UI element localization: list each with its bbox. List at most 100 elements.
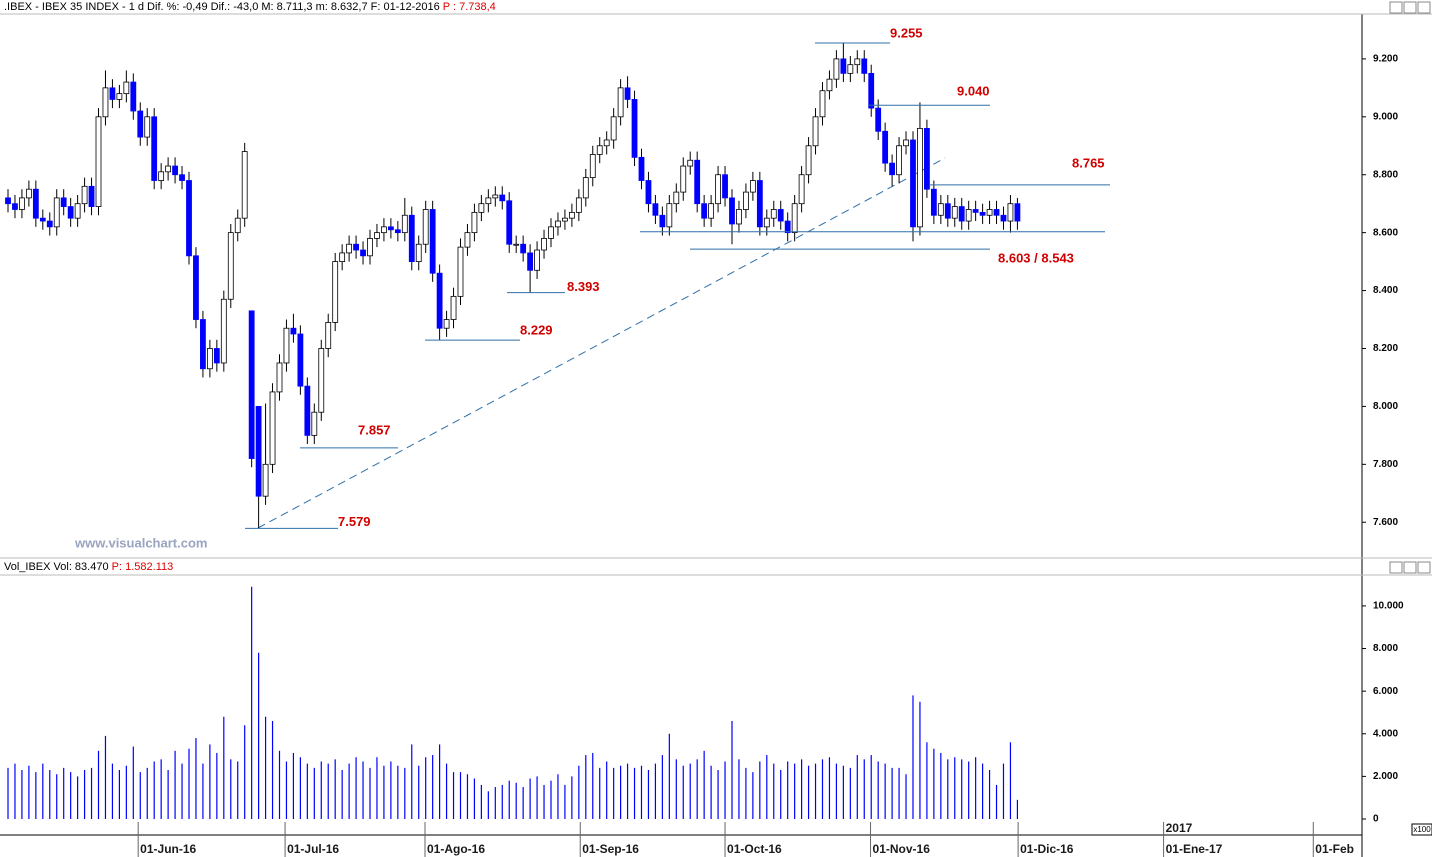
candle-body <box>555 220 561 228</box>
header-text: .IBEX - IBEX 35 INDEX - 1 d Dif. %: -0,4… <box>4 1 440 13</box>
candle-body <box>206 348 213 370</box>
watermark: www.visualchart.com <box>74 535 207 550</box>
close-button[interactable] <box>1417 1 1431 14</box>
candle-body <box>506 200 513 245</box>
candle-body <box>986 209 993 216</box>
candle-body <box>930 188 937 216</box>
candle-body <box>812 116 819 147</box>
level-label: 8.229 <box>520 323 553 338</box>
candle-body <box>652 203 659 216</box>
x-tick-label: 01-Ago-16 <box>427 842 485 856</box>
y-tick-label: 9.200 <box>1373 54 1398 65</box>
candle-body <box>527 252 534 271</box>
y-tick-label: 0 <box>1373 814 1379 825</box>
candle-body <box>67 206 74 219</box>
candle-body <box>325 322 332 349</box>
candle-body <box>868 72 875 109</box>
candle-body <box>436 272 443 329</box>
header-last: P : 7.738,4 <box>443 1 496 13</box>
candle-body <box>854 58 861 66</box>
candle-body <box>610 116 617 141</box>
x-tick-label: 01-Sep-16 <box>582 842 639 856</box>
candle-body <box>847 64 854 74</box>
candle-body <box>722 174 728 199</box>
candle-body <box>60 197 67 207</box>
y-tick-label: 8.000 <box>1373 643 1398 654</box>
candle-body <box>102 87 109 118</box>
candle-body <box>617 87 624 118</box>
candle-body <box>520 243 527 254</box>
maximize-button[interactable] <box>1403 1 1417 14</box>
candle-body <box>408 214 415 263</box>
candle-body <box>283 327 290 364</box>
candle-body <box>687 159 694 167</box>
candle-body <box>172 165 178 176</box>
candle-body <box>213 348 220 364</box>
candle-body <box>450 295 457 320</box>
y-tick-label: 7.800 <box>1373 459 1398 470</box>
candle-body <box>743 191 749 210</box>
candle-body <box>151 116 158 181</box>
candle-body <box>32 188 39 219</box>
candle-body <box>631 99 638 158</box>
y-tick-label: 2.000 <box>1373 771 1398 782</box>
candle-body <box>534 249 540 271</box>
y-tick-label: 6.000 <box>1373 686 1398 697</box>
maximize-button[interactable] <box>1403 561 1417 574</box>
candle-body <box>896 145 902 176</box>
level-label: 8.393 <box>567 279 600 294</box>
volume-last: P: 1.582.113 <box>112 561 174 573</box>
candle-body <box>234 217 241 234</box>
y-tick-label: 8.800 <box>1373 169 1398 180</box>
candle-body <box>346 243 353 254</box>
candle-body <box>958 206 965 222</box>
candle-body <box>763 217 770 228</box>
y-tick-label: 9.000 <box>1373 111 1398 122</box>
candle-body <box>575 197 582 213</box>
candle-body <box>568 211 575 219</box>
minimize-button[interactable] <box>1389 561 1403 574</box>
candle-body <box>701 203 708 219</box>
candle-body <box>144 116 151 138</box>
x-tick-label: 01-Feb <box>1315 842 1354 856</box>
candle-body <box>381 226 387 234</box>
x-tick-label: 01-Nov-16 <box>873 842 931 856</box>
candle-body <box>332 261 339 323</box>
candle-body <box>993 209 1000 216</box>
candle-body <box>269 391 276 465</box>
candle-body <box>541 238 547 251</box>
scale-box <box>1411 823 1432 836</box>
candle-body <box>471 211 478 234</box>
y-tick-label: 10.000 <box>1373 601 1404 612</box>
level-label: 9.255 <box>890 25 923 40</box>
candle-body <box>25 188 32 199</box>
year-label: 2017 <box>1166 821 1193 835</box>
y-tick-label: 8.000 <box>1373 401 1398 412</box>
minimize-button[interactable] <box>1389 1 1403 14</box>
candle-body <box>311 411 318 436</box>
candle-body <box>53 197 60 228</box>
level-label: 8.765 <box>1072 155 1105 170</box>
candle-body <box>394 229 401 234</box>
candle-body <box>422 209 429 245</box>
candle-body <box>5 197 11 205</box>
candle-body <box>116 93 123 100</box>
candle-body <box>596 145 603 155</box>
candle-body <box>882 130 889 164</box>
close-button[interactable] <box>1417 561 1431 574</box>
candle-body <box>457 246 464 297</box>
x-tick-label: 01-Oct-16 <box>727 842 782 856</box>
candle-body <box>12 203 18 210</box>
candle-body <box>638 156 645 181</box>
y-tick-label: 8.200 <box>1373 343 1398 354</box>
level-label: 7.579 <box>338 514 371 529</box>
candle-body <box>749 180 756 193</box>
candle-body <box>193 255 199 320</box>
candle-body <box>840 58 847 74</box>
candle-body <box>39 217 46 222</box>
candle-body <box>903 139 909 147</box>
candle-body <box>708 203 715 219</box>
candle-body <box>673 191 680 205</box>
candle-body <box>889 162 896 176</box>
candle-body <box>777 209 784 222</box>
